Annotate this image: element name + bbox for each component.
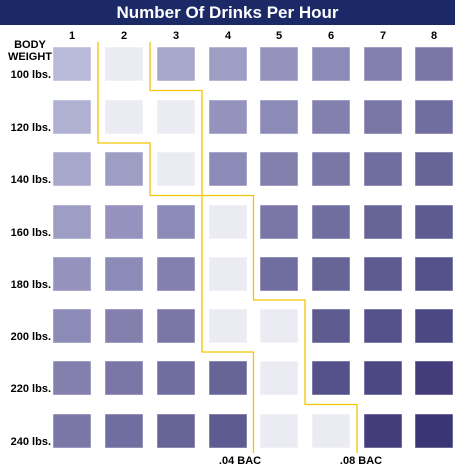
- cell: [414, 308, 454, 344]
- column-label: 5: [276, 30, 282, 42]
- body-weight-label-line1: BODY: [14, 39, 46, 51]
- cell: [208, 151, 248, 187]
- row-label: 200 lbs.: [11, 331, 51, 343]
- cell: [104, 360, 144, 396]
- column-label: 1: [69, 30, 75, 42]
- cell: [52, 204, 92, 240]
- cell: [311, 151, 351, 187]
- cell: [414, 256, 454, 292]
- row-labels: 100 lbs. 120 lbs. 140 lbs. 160 lbs. 180 lbs.…: [11, 69, 51, 448]
- cell: [104, 46, 144, 82]
- cell: [208, 360, 248, 396]
- title-bar: [0, 0, 455, 25]
- column-label: 8: [431, 30, 437, 42]
- cell: [414, 99, 454, 135]
- column-label: 3: [173, 30, 179, 42]
- cell: [104, 204, 144, 240]
- cell: [52, 308, 92, 344]
- cell: [156, 413, 196, 449]
- row-label: 120 lbs.: [11, 122, 51, 134]
- cell: [363, 151, 403, 187]
- cell: [52, 99, 92, 135]
- column-label: 2: [121, 30, 127, 42]
- cell: [208, 308, 248, 344]
- cell: [363, 413, 403, 449]
- column-labels: 1 2 3 4 5 6 7 8: [69, 30, 437, 42]
- cell: [208, 256, 248, 292]
- cell: [259, 256, 299, 292]
- cell: [52, 46, 92, 82]
- cell: [311, 46, 351, 82]
- cell: [156, 204, 196, 240]
- cell: [414, 151, 454, 187]
- row-label: 160 lbs.: [11, 227, 51, 239]
- row-label: 220 lbs.: [11, 383, 51, 395]
- cell: [363, 99, 403, 135]
- cell: [52, 413, 92, 449]
- cell: [208, 46, 248, 82]
- cell: [311, 204, 351, 240]
- cell: [104, 413, 144, 449]
- cell: [156, 46, 196, 82]
- row-label: 180 lbs.: [11, 279, 51, 291]
- cell: [259, 151, 299, 187]
- cell: [414, 360, 454, 396]
- cell: [259, 308, 299, 344]
- cell: [363, 360, 403, 396]
- cell: [363, 308, 403, 344]
- column-label: 4: [225, 30, 232, 42]
- cell: [363, 204, 403, 240]
- cell: [311, 413, 351, 449]
- cell: [208, 413, 248, 449]
- cell: [104, 151, 144, 187]
- cell: [156, 256, 196, 292]
- cell: [52, 151, 92, 187]
- cell: [156, 308, 196, 344]
- cell: [311, 308, 351, 344]
- column-label: 6: [328, 30, 334, 42]
- cell: [52, 256, 92, 292]
- cell: [208, 99, 248, 135]
- cell: [363, 46, 403, 82]
- cell: [156, 99, 196, 135]
- cell: [414, 204, 454, 240]
- cell: [259, 413, 299, 449]
- threshold-line-08: [149, 42, 358, 453]
- cells-grid: [52, 46, 454, 449]
- cell: [156, 151, 196, 187]
- cell: [259, 204, 299, 240]
- row-label: 240 lbs.: [11, 436, 51, 448]
- threshold-label-08: .08 BAC: [340, 455, 382, 467]
- cell: [156, 360, 196, 396]
- cell: [311, 99, 351, 135]
- cell: [259, 99, 299, 135]
- cell: [52, 360, 92, 396]
- cell: [208, 204, 248, 240]
- column-label: 7: [380, 30, 386, 42]
- cell: [104, 99, 144, 135]
- threshold-line-04: [97, 42, 255, 453]
- row-label: 140 lbs.: [11, 174, 51, 186]
- cell: [259, 360, 299, 396]
- cell: [311, 360, 351, 396]
- body-weight-label-line2: WEIGHT: [8, 51, 52, 63]
- cell: [363, 256, 403, 292]
- chart-title: Number Of Drinks Per Hour: [116, 3, 339, 22]
- row-label: 100 lbs.: [11, 69, 51, 81]
- cell: [414, 413, 454, 449]
- cell: [104, 256, 144, 292]
- threshold-label-04: .04 BAC: [219, 455, 261, 467]
- cell: [104, 308, 144, 344]
- cell: [311, 256, 351, 292]
- threshold-lines: [97, 42, 358, 453]
- cell: [259, 46, 299, 82]
- cell: [414, 46, 454, 82]
